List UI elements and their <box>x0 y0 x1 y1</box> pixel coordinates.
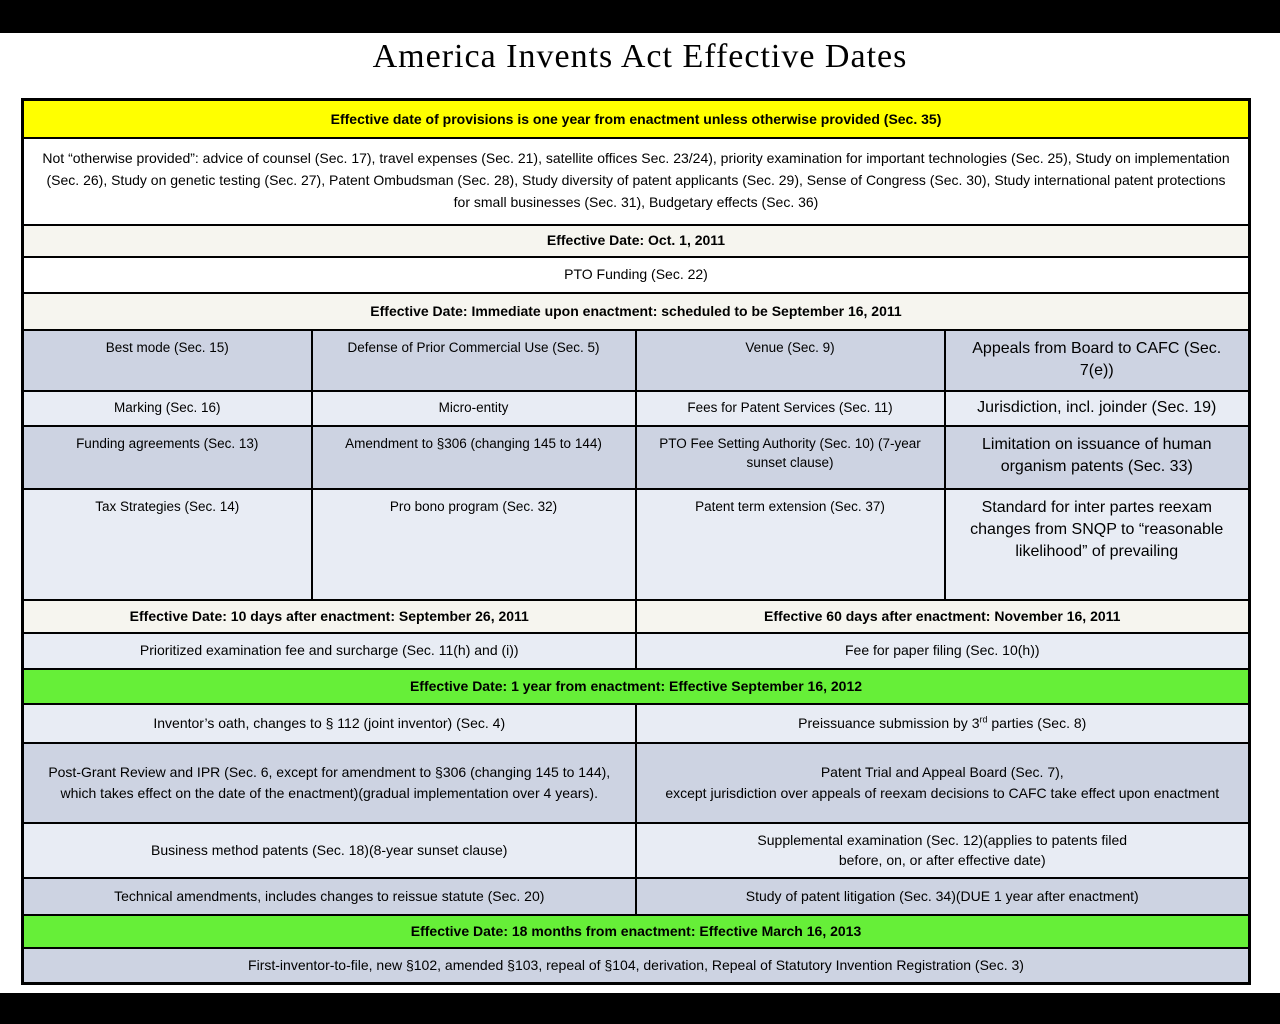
not-otherwise-provided-cell: Not “otherwise provided”: advice of coun… <box>21 136 1251 226</box>
patent-services-fees-cell: Fees for Patent Services (Sec. 11) <box>634 389 946 427</box>
row-one-year-grid-1: Inventor’s oath, changes to § 112 (joint… <box>21 702 1251 744</box>
row-not-otherwise-provided: Not “otherwise provided”: advice of coun… <box>21 136 1251 226</box>
eighteen-month-header-cell: Effective Date: 18 months from enactment… <box>21 913 1251 949</box>
aia-effective-dates-table: Effective date of provisions is one year… <box>21 98 1251 985</box>
technical-amendments-cell: Technical amendments, includes changes t… <box>21 876 637 916</box>
micro-entity-cell: Micro-entity <box>310 389 637 427</box>
row-one-year-header: Effective Date: 1 year from enactment: E… <box>21 667 1251 705</box>
appeals-cafc-cell: Appeals from Board to CAFC (Sec. 7(e)) <box>943 328 1251 392</box>
marking-cell: Marking (Sec. 16) <box>21 389 313 427</box>
jurisdiction-joinder-cell: Jurisdiction, incl. joinder (Sec. 19) <box>943 389 1251 427</box>
human-organism-cell: Limitation on issuance of human organism… <box>943 424 1251 490</box>
tax-strategies-cell: Tax Strategies (Sec. 14) <box>21 487 313 601</box>
fee-setting-authority-cell: PTO Fee Setting Authority (Sec. 10) (7-y… <box>634 424 946 490</box>
row-10day-60day-items: Prioritized examination fee and surcharg… <box>21 631 1251 670</box>
sec35-banner-cell: Effective date of provisions is one year… <box>21 98 1251 139</box>
supplemental-exam-cell: Supplemental examination (Sec. 12)(appli… <box>634 821 1251 879</box>
amendment-306-cell: Amendment to §306 (changing 145 to 144) <box>310 424 637 490</box>
preissuance-cell: Preissuance submission by 3rd parties (S… <box>634 702 1251 744</box>
preissuance-superscript: rd <box>979 714 988 725</box>
row-sec35-banner: Effective date of provisions is one year… <box>21 98 1251 139</box>
paper-filing-fee-cell: Fee for paper filing (Sec. 10(h)) <box>634 631 1251 670</box>
pro-bono-cell: Pro bono program (Sec. 32) <box>310 487 637 601</box>
prior-commercial-use-cell: Defense of Prior Commercial Use (Sec. 5) <box>310 328 637 392</box>
preissuance-text-pre: Preissuance submission by 3 <box>798 714 980 731</box>
funding-agreements-cell: Funding agreements (Sec. 13) <box>21 424 313 490</box>
page-title: America Invents Act Effective Dates <box>372 38 908 75</box>
row-10day-60day-headers: Effective Date: 10 days after enactment:… <box>21 598 1251 634</box>
ptab-cell: Patent Trial and Appeal Board (Sec. 7), … <box>634 741 1251 824</box>
row-immediate-grid-1: Best mode (Sec. 15) Defense of Prior Com… <box>21 328 1251 392</box>
row-immediate-grid-3: Funding agreements (Sec. 13) Amendment t… <box>21 424 1251 490</box>
best-mode-cell: Best mode (Sec. 15) <box>21 328 313 392</box>
oct-2011-header-cell: Effective Date: Oct. 1, 2011 <box>21 223 1251 258</box>
top-black-bar <box>0 0 1280 33</box>
row-18-month-header: Effective Date: 18 months from enactment… <box>21 913 1251 949</box>
row-immediate-grid-4: Tax Strategies (Sec. 14) Pro bono progra… <box>21 487 1251 601</box>
immediate-header-cell: Effective Date: Immediate upon enactment… <box>21 291 1251 331</box>
first-inventor-to-file-cell: First-inventor-to-file, new §102, amende… <box>21 946 1251 985</box>
row-one-year-grid-3: Business method patents (Sec. 18)(8-year… <box>21 821 1251 879</box>
ten-day-header-cell: Effective Date: 10 days after enactment:… <box>21 598 637 634</box>
row-first-inventor-to-file: First-inventor-to-file, new §102, amende… <box>21 946 1251 985</box>
one-year-header-cell: Effective Date: 1 year from enactment: E… <box>21 667 1251 705</box>
venue-cell: Venue (Sec. 9) <box>634 328 946 392</box>
prioritized-exam-fee-cell: Prioritized examination fee and surcharg… <box>21 631 637 670</box>
inter-partes-standard-cell: Standard for inter partes reexam changes… <box>943 487 1251 601</box>
litigation-study-cell: Study of patent litigation (Sec. 34)(DUE… <box>634 876 1251 916</box>
patent-term-extension-cell: Patent term extension (Sec. 37) <box>634 487 946 601</box>
bottom-black-bar <box>0 993 1280 1024</box>
row-pto-funding: PTO Funding (Sec. 22) <box>21 255 1251 294</box>
business-method-cell: Business method patents (Sec. 18)(8-year… <box>21 821 637 879</box>
row-immediate-header: Effective Date: Immediate upon enactment… <box>21 291 1251 331</box>
row-one-year-grid-2: Post-Grant Review and IPR (Sec. 6, excep… <box>21 741 1251 824</box>
row-immediate-grid-2: Marking (Sec. 16) Micro-entity Fees for … <box>21 389 1251 427</box>
sixty-day-header-cell: Effective 60 days after enactment: Novem… <box>634 598 1251 634</box>
row-one-year-grid-4: Technical amendments, includes changes t… <box>21 876 1251 916</box>
row-oct-2011-header: Effective Date: Oct. 1, 2011 <box>21 223 1251 258</box>
preissuance-text-post: parties (Sec. 8) <box>987 714 1087 731</box>
pto-funding-cell: PTO Funding (Sec. 22) <box>21 255 1251 294</box>
inventors-oath-cell: Inventor’s oath, changes to § 112 (joint… <box>21 702 637 744</box>
post-grant-review-cell: Post-Grant Review and IPR (Sec. 6, excep… <box>21 741 637 824</box>
